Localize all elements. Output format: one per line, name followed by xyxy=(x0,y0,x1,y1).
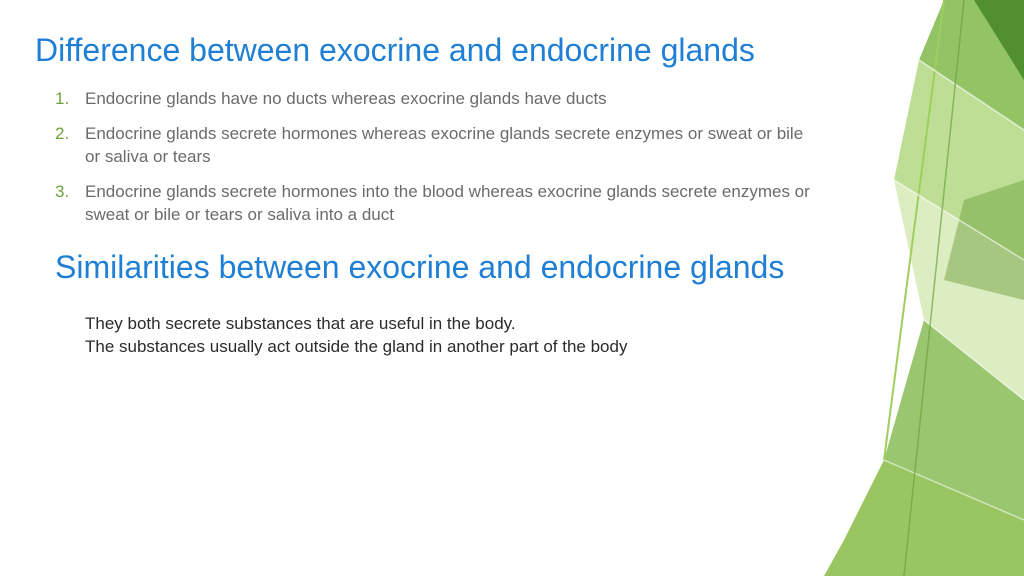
title-differences: Difference between exocrine and endocrin… xyxy=(35,30,815,70)
slide-content: Difference between exocrine and endocrin… xyxy=(35,30,815,359)
title-similarities: Similarities between exocrine and endocr… xyxy=(55,247,815,287)
facet-decoration xyxy=(824,0,1024,576)
differences-list: Endocrine glands have no ducts whereas e… xyxy=(55,88,815,227)
similarities-line: They both secrete substances that are us… xyxy=(85,312,815,336)
list-item: Endocrine glands secrete hormones into t… xyxy=(55,181,815,227)
similarities-body: They both secrete substances that are us… xyxy=(85,312,815,360)
list-item: Endocrine glands have no ducts whereas e… xyxy=(55,88,815,111)
list-item: Endocrine glands secrete hormones wherea… xyxy=(55,123,815,169)
similarities-line: The substances usually act outside the g… xyxy=(85,335,815,359)
